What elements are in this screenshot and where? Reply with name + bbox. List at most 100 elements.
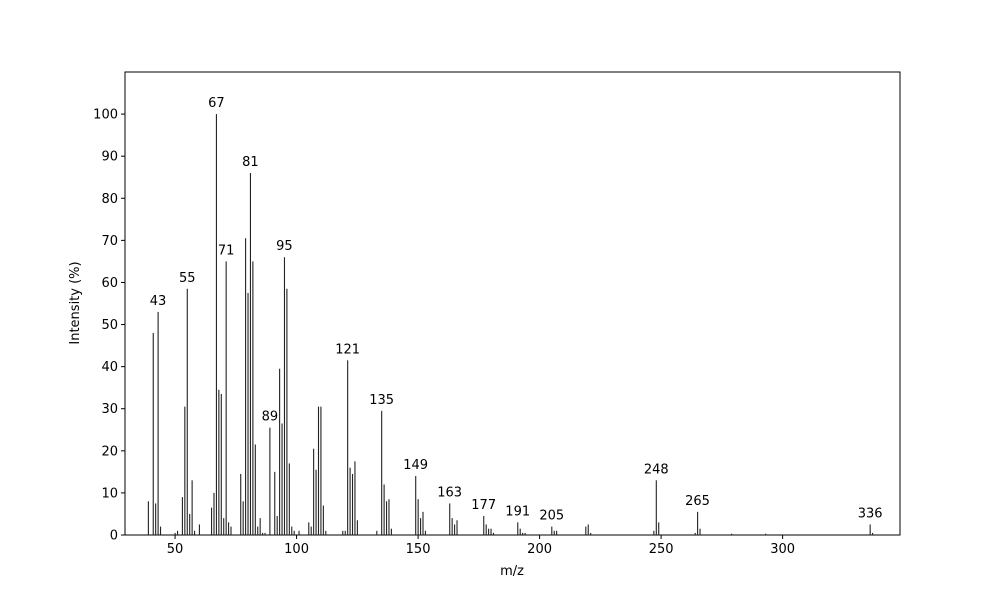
- peak-bar: [189, 513, 191, 535]
- peak-label: 265: [685, 494, 710, 509]
- peak-bar: [517, 522, 519, 535]
- peak-bar: [485, 524, 487, 535]
- peak-bar: [218, 389, 220, 535]
- peak-bar: [522, 532, 524, 535]
- y-tick-label: 10: [101, 486, 118, 501]
- y-tick-label: 50: [101, 318, 118, 333]
- peak-bar: [417, 499, 419, 535]
- peak-bar: [451, 518, 453, 535]
- peak-bar: [230, 526, 232, 535]
- peak-bar: [492, 532, 495, 535]
- x-axis-label: m/z: [500, 564, 524, 579]
- peak-bar: [454, 524, 456, 535]
- peak-bar: [390, 528, 392, 535]
- peak-bar: [344, 530, 346, 535]
- peak-label: 177: [471, 498, 496, 513]
- peak-bar: [556, 530, 558, 535]
- y-tick-label: 80: [101, 192, 118, 207]
- x-tick-label: 100: [284, 542, 309, 557]
- peak-bar: [490, 528, 492, 535]
- peak-bar: [483, 516, 485, 535]
- peak-label: 149: [403, 458, 428, 473]
- peak-bar: [155, 503, 157, 535]
- peak-bar: [587, 524, 589, 535]
- peak-label: 135: [369, 393, 394, 408]
- peak-bar: [697, 511, 699, 535]
- peak-bar: [252, 261, 254, 535]
- peak-bar: [264, 532, 266, 535]
- y-tick-label: 0: [110, 529, 118, 544]
- peak-bar: [658, 522, 660, 535]
- peak-bar: [351, 473, 354, 535]
- peak-bar: [191, 480, 193, 535]
- peak-label: 43: [150, 294, 167, 309]
- peak-bar: [342, 530, 344, 535]
- peak-bar: [551, 526, 553, 535]
- y-tick-label: 20: [101, 444, 118, 459]
- peak-bar: [276, 516, 278, 535]
- peak-bar: [699, 528, 701, 535]
- peak-bar: [519, 528, 521, 535]
- peak-label: 191: [505, 504, 530, 519]
- peak-bar: [240, 473, 242, 535]
- peak-bar: [223, 518, 225, 535]
- x-tick-label: 200: [527, 542, 552, 557]
- peak-bar: [424, 530, 426, 535]
- peak-bar: [456, 520, 458, 535]
- peak-label: 71: [218, 243, 235, 258]
- peak-bar: [220, 393, 222, 535]
- peak-bar: [349, 467, 351, 535]
- peak-bar: [286, 288, 288, 535]
- peak-label: 81: [242, 155, 259, 170]
- y-axis-label: Intensity (%): [68, 261, 83, 344]
- peak-bar: [388, 499, 390, 535]
- peak-bar: [198, 524, 200, 535]
- peak-bar: [694, 532, 696, 535]
- peak-bar: [254, 444, 256, 535]
- peak-bar: [257, 526, 259, 535]
- peak-bar: [415, 476, 417, 535]
- peak-bar: [420, 518, 422, 535]
- peak-label: 163: [437, 485, 462, 500]
- peak-bar: [281, 423, 283, 535]
- peak-bar: [731, 533, 733, 535]
- peak-bar: [293, 530, 295, 535]
- x-tick-label: 150: [406, 542, 431, 557]
- y-tick-label: 100: [93, 108, 118, 123]
- peak-bar: [385, 501, 388, 535]
- peak-bar: [249, 173, 251, 535]
- peak-bar: [383, 484, 385, 535]
- peak-bar: [313, 448, 315, 535]
- x-tick-label: 300: [770, 542, 795, 557]
- peak-bar: [310, 526, 312, 535]
- plot-frame: [124, 71, 901, 536]
- peak-bar: [347, 360, 349, 535]
- peak-bar: [184, 406, 186, 535]
- y-tick-label: 60: [101, 276, 118, 291]
- peak-bar: [354, 461, 356, 535]
- x-tick-label: 250: [649, 542, 674, 557]
- peak-bar: [315, 469, 317, 535]
- peak-bar: [381, 410, 383, 535]
- peak-label: 336: [858, 506, 883, 521]
- peak-bar: [553, 530, 555, 535]
- peak-bar: [325, 530, 327, 535]
- peak-bar: [274, 471, 276, 535]
- peak-bar: [181, 497, 183, 535]
- peak-bar: [488, 528, 490, 535]
- peak-bar: [186, 288, 188, 535]
- peak-bar: [308, 522, 310, 535]
- peak-bar: [288, 463, 290, 535]
- y-tick-label: 40: [101, 360, 118, 375]
- peak-bar: [524, 532, 526, 535]
- peak-bar: [356, 520, 358, 535]
- peak-label: 121: [335, 342, 360, 357]
- peak-bar: [269, 427, 271, 535]
- peak-bar: [279, 368, 281, 535]
- y-tick-label: 70: [101, 234, 118, 249]
- peak-label: 55: [179, 271, 196, 286]
- peak-bar: [283, 257, 286, 535]
- peak-bar: [247, 292, 249, 535]
- peak-bar: [872, 532, 874, 535]
